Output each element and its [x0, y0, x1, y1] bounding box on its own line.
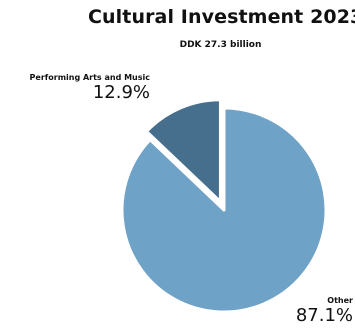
slice-value-performing-arts: 12.9%	[92, 82, 150, 103]
pie-slice-performing-arts	[145, 98, 222, 204]
slice-label-performing-arts: Performing Arts and Music 12.9%	[14, 74, 150, 102]
slice-name-performing-arts: Performing Arts and Music	[29, 73, 150, 82]
slice-label-other: Other 87.1%	[296, 297, 353, 325]
chart-title: Cultural Investment 2023	[88, 6, 355, 28]
chart-subtitle: DDK 27.3 billion	[179, 40, 262, 50]
pie-slice-other	[120, 106, 328, 314]
slice-name-other: Other	[327, 296, 353, 305]
slice-value-other: 87.1%	[295, 305, 353, 326]
